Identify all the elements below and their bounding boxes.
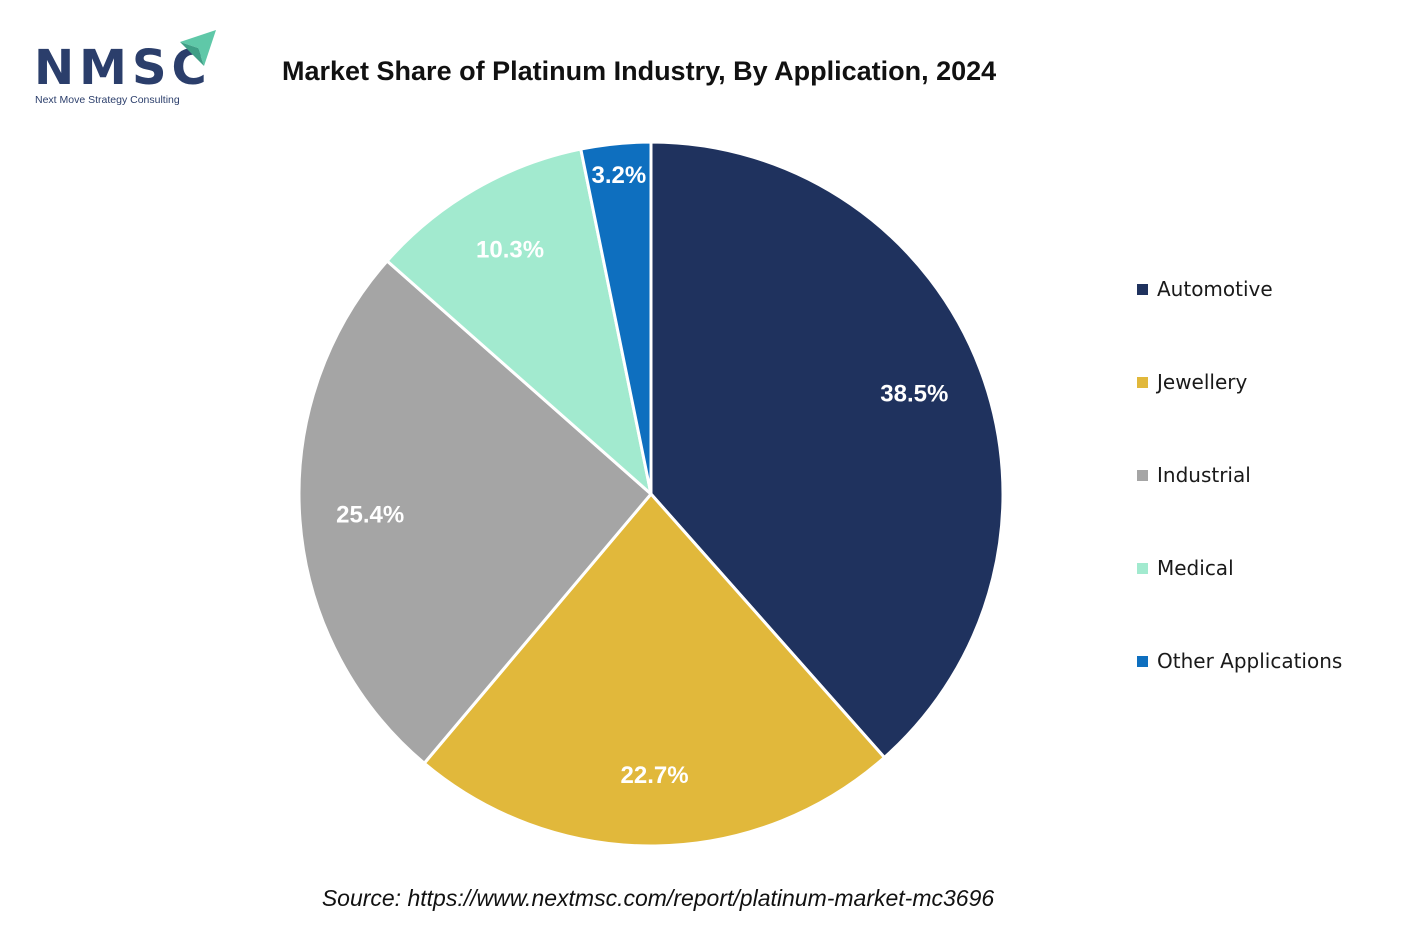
chart-title: Market Share of Platinum Industry, By Ap… xyxy=(282,56,997,86)
data-label-industrial: 25.4% xyxy=(336,501,404,528)
pie-slice-medical xyxy=(385,147,653,496)
pie-slice-industrial xyxy=(297,259,653,765)
legend-item: Automotive xyxy=(1137,276,1273,302)
legend-item: Medical xyxy=(1137,555,1234,581)
pie-slice-jewellery xyxy=(422,492,886,848)
logo: NMSC Next Move Strategy Consulting xyxy=(30,28,230,108)
pie-slice-other-applications xyxy=(579,140,653,496)
data-label-other-applications: 3.2% xyxy=(592,162,647,189)
logo-letters: NMSC xyxy=(34,40,212,96)
legend-item: Jewellery xyxy=(1137,369,1247,395)
legend-label: Industrial xyxy=(1157,463,1251,487)
source-note: Source: https://www.nextmsc.com/report/p… xyxy=(321,885,995,911)
logo-tagline: Next Move Strategy Consulting xyxy=(35,94,180,106)
legend-swatch xyxy=(1137,655,1148,667)
legend-label: Automotive xyxy=(1157,277,1273,301)
legend-label: Other Applications xyxy=(1157,649,1343,673)
legend-swatch xyxy=(1137,562,1148,574)
legend-item: Industrial xyxy=(1137,462,1251,488)
paper-plane-arrow-icon xyxy=(180,30,216,66)
legend-swatch xyxy=(1137,469,1148,481)
legend-item: Other Applications xyxy=(1137,648,1342,674)
legend-label: Medical xyxy=(1157,556,1234,580)
data-label-automotive: 38.5% xyxy=(880,381,948,408)
data-label-medical: 10.3% xyxy=(476,237,544,264)
legend-swatch xyxy=(1137,283,1148,295)
data-label-jewellery: 22.7% xyxy=(621,762,689,789)
legend-label: Jewellery xyxy=(1157,370,1248,394)
legend-swatch xyxy=(1137,376,1148,388)
pie-slice-automotive xyxy=(649,140,1005,759)
